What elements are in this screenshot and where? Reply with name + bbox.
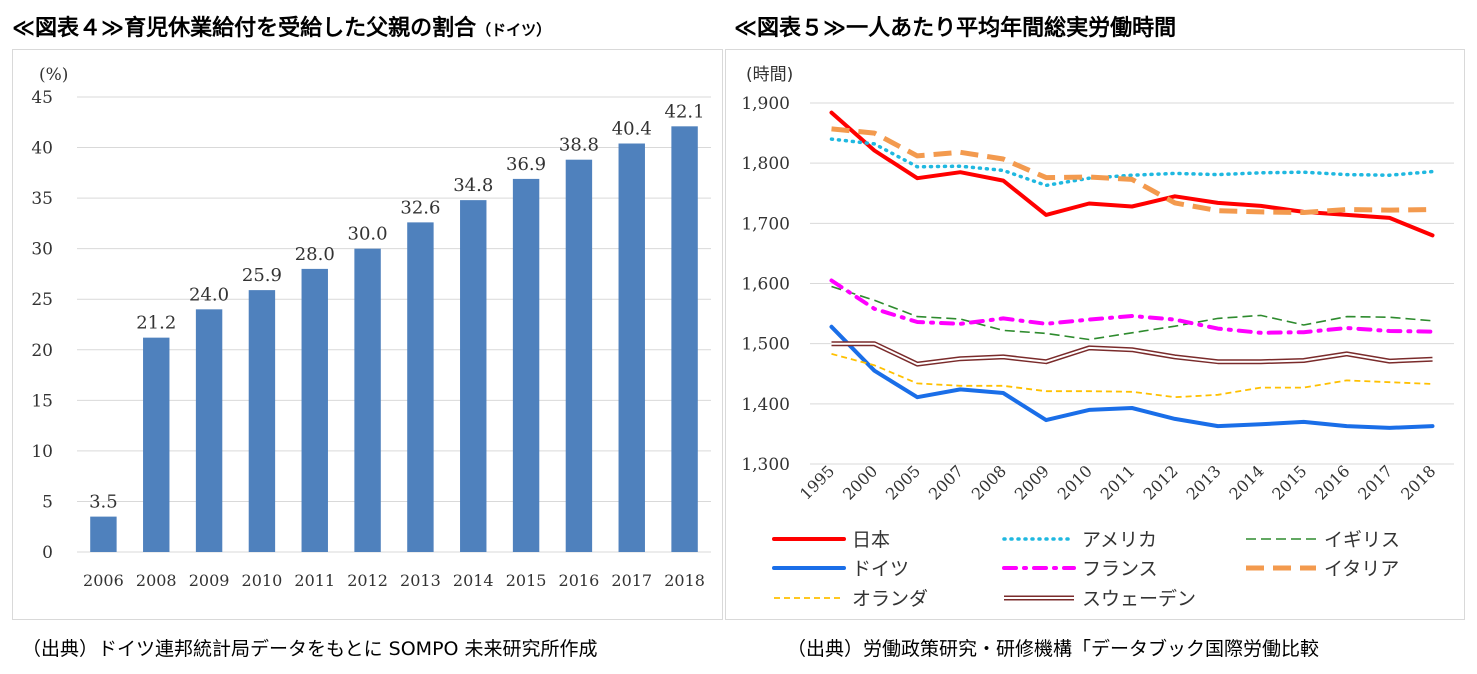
- y-tick-label: 1,400: [741, 395, 790, 415]
- x-tick-label: 2014: [453, 571, 494, 590]
- data-label: 3.5: [89, 492, 118, 513]
- data-label: 25.9: [242, 265, 282, 286]
- series-line-inner: [831, 342, 1433, 366]
- x-tick-label: 2007: [925, 461, 967, 503]
- bar: [354, 248, 381, 552]
- x-tick-label: 2012: [347, 571, 388, 590]
- y-tick-label: 30: [31, 240, 53, 260]
- line-chart-panel: 1,300 1,400 1,500 1,600 1,700 1,800 1,900 (時間) 1…: [725, 49, 1465, 620]
- data-label: 32.6: [400, 197, 440, 218]
- bar: [195, 309, 223, 552]
- data-label: 28.0: [295, 244, 335, 265]
- chart5-source: （出典）労働政策研究・研修機構「データブック国際労働比較: [787, 638, 1320, 660]
- bar: [671, 126, 698, 553]
- data-label: 36.9: [506, 154, 546, 175]
- chart4-source: （出典）ドイツ連邦統計局データをもとに SOMPO 未来研究所作成: [22, 638, 598, 660]
- data-label: 40.4: [612, 119, 652, 140]
- x-tick-label: 2018: [664, 571, 705, 590]
- data-label: 30.0: [348, 224, 388, 245]
- bar: [460, 200, 487, 552]
- x-tick-label: 2006: [83, 571, 124, 590]
- legend-label: イギリス: [1324, 529, 1400, 551]
- series-line: [829, 278, 1435, 335]
- legend-label: フランス: [1082, 558, 1158, 580]
- data-label: 42.1: [665, 101, 705, 122]
- chart4-title-main: ≪図表４≫育児休業給付を受給した父親の割合: [12, 16, 477, 41]
- series-line: [831, 353, 1433, 399]
- x-tick-label: 2011: [294, 571, 335, 590]
- x-tick-label: 2017: [1354, 461, 1396, 503]
- x-tick-label: 2014: [1225, 461, 1267, 503]
- y-axis-unit: (%): [39, 65, 68, 85]
- x-tick-label: 2015: [506, 571, 547, 590]
- bar: [565, 159, 593, 552]
- bar: [407, 222, 434, 552]
- bar-chart-panel: 0 5 10 15 20 25 30 35 40 45 (%) 3.5 2006 21.2 2008 24.0…: [12, 49, 723, 620]
- x-tick-label: 2000: [839, 461, 881, 503]
- y-tick-label: 35: [31, 189, 53, 209]
- bar: [143, 337, 170, 552]
- x-tick-label: 2010: [1054, 461, 1096, 503]
- bar: [512, 178, 540, 552]
- y-tick-label: 1,500: [741, 335, 790, 355]
- bar: [618, 143, 645, 552]
- x-tick-label: 2016: [1311, 461, 1353, 503]
- y-tick-label: 5: [42, 492, 53, 512]
- chart4-title: ≪図表４≫育児休業給付を受給した父親の割合（ドイツ）: [12, 10, 551, 42]
- series-line: [829, 324, 1435, 430]
- bar: [248, 290, 276, 552]
- legend-label: オランダ: [852, 588, 928, 610]
- series-line: [831, 126, 1433, 215]
- x-tick-label: 2018: [1397, 461, 1439, 503]
- bar: [301, 268, 328, 552]
- x-tick-label: 2005: [882, 461, 924, 503]
- legend-label: イタリア: [1324, 558, 1399, 580]
- y-tick-label: 1,900: [741, 94, 790, 114]
- legend-label: 日本: [852, 529, 890, 551]
- y-tick-label: 1,300: [741, 455, 790, 475]
- legend-label: スウェーデン: [1082, 588, 1196, 610]
- series-line: [829, 110, 1435, 238]
- legend-label: ドイツ: [852, 558, 909, 580]
- data-label: 24.0: [189, 284, 229, 305]
- x-tick-label: 2012: [1140, 461, 1182, 503]
- bar: [90, 516, 117, 552]
- data-label: 21.2: [136, 313, 176, 334]
- x-tick-label: 2008: [136, 571, 177, 590]
- bar-chart: 0 5 10 15 20 25 30 35 40 45 (%) 3.5 2006 21.2 2008 24.0…: [31, 65, 711, 590]
- series-line: [831, 285, 1433, 341]
- y-tick-label: 20: [31, 341, 53, 361]
- x-tick-label: 2011: [1097, 461, 1139, 503]
- x-tick-label: 2017: [611, 571, 652, 590]
- x-tick-label: 2010: [242, 571, 283, 590]
- chart5-title: ≪図表５≫一人あたり平均年間総実労働時間: [734, 10, 1176, 42]
- chart5-title-main: ≪図表５≫一人あたり平均年間総実労働時間: [734, 16, 1177, 41]
- x-tick-label: 2009: [189, 571, 230, 590]
- legend-label: アメリカ: [1082, 529, 1157, 551]
- y-tick-label: 1,600: [741, 275, 790, 295]
- y-tick-label: 0: [42, 543, 53, 563]
- y-tick-label: 40: [31, 139, 53, 159]
- y-tick-label: 45: [31, 88, 53, 108]
- x-tick-label: 2015: [1268, 461, 1310, 503]
- x-tick-label: 2009: [1011, 461, 1053, 503]
- y-axis-unit: (時間): [746, 65, 793, 85]
- x-tick-label: 2016: [559, 571, 600, 590]
- data-label: 38.8: [559, 135, 599, 156]
- y-tick-label: 10: [31, 442, 53, 462]
- x-tick-label: 1995: [796, 461, 838, 503]
- y-tick-label: 25: [31, 290, 53, 310]
- y-tick-label: 15: [31, 391, 53, 411]
- x-tick-label: 2013: [1182, 461, 1224, 503]
- series-line: [829, 137, 1435, 188]
- x-tick-label: 2013: [400, 571, 441, 590]
- chart4-title-sub: （ドイツ）: [476, 21, 552, 39]
- data-label: 34.8: [453, 175, 493, 196]
- y-tick-label: 1,800: [741, 154, 790, 174]
- line-chart: 1,300 1,400 1,500 1,600 1,700 1,800 1,900 (時間) 1…: [741, 65, 1454, 610]
- x-tick-label: 2008: [968, 461, 1010, 503]
- y-tick-label: 1,700: [741, 214, 790, 234]
